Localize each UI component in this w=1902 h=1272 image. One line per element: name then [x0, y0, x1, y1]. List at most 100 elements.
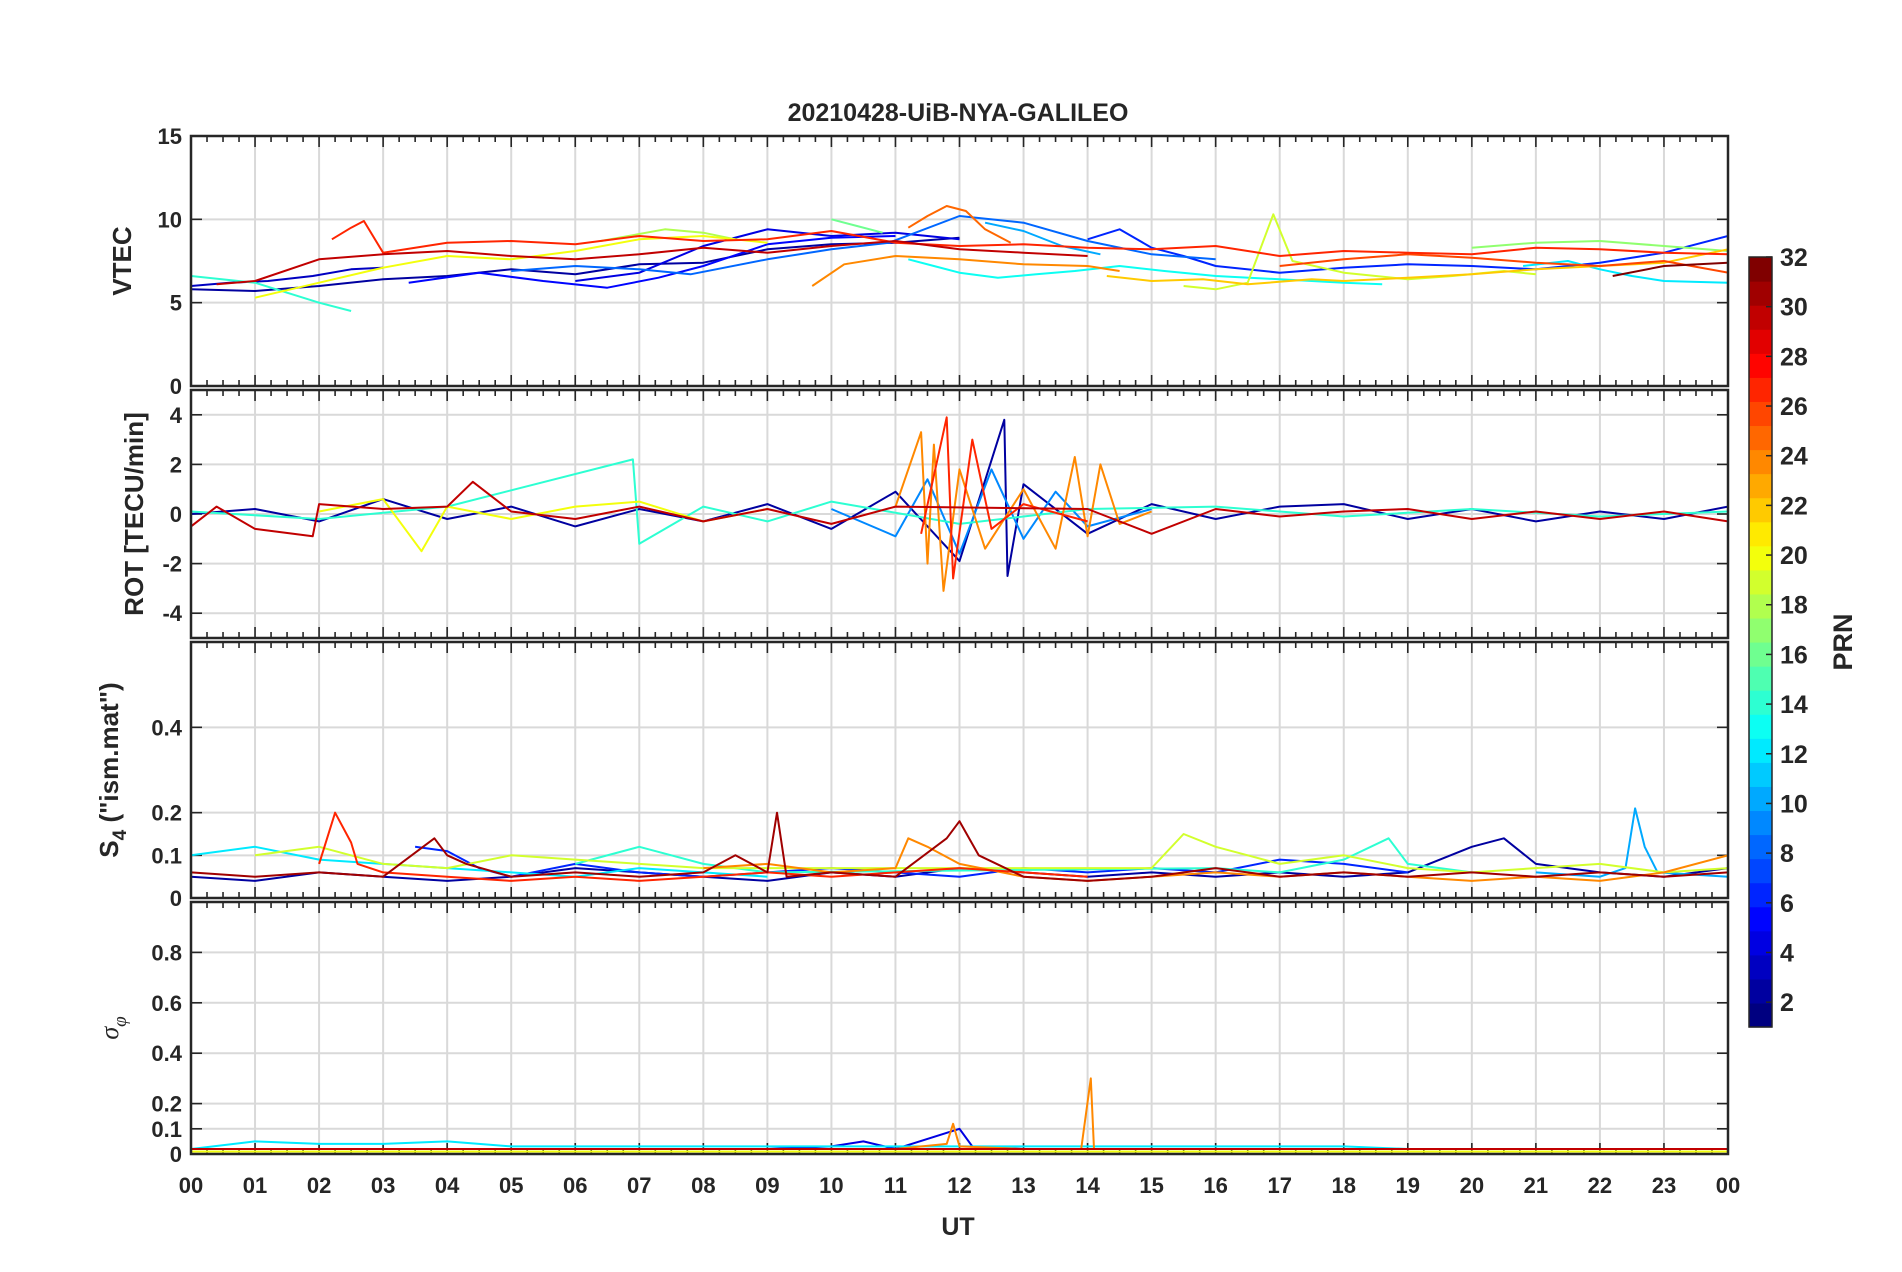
x-tick-label: 13: [1011, 1173, 1035, 1198]
colorbar-segment: [1749, 329, 1772, 354]
colorbar-segment: [1749, 473, 1772, 499]
x-tick-label: 06: [563, 1173, 587, 1198]
colorbar-tick-label: 10: [1780, 790, 1808, 818]
colorbar-segment: [1749, 666, 1772, 691]
y-axis-label-vtec: VTEC: [107, 226, 137, 296]
series-prn-12: [191, 1140, 1472, 1150]
series-prn-20: [254, 235, 768, 299]
y-tick-label: 15: [158, 124, 182, 149]
series-prn-18: [600, 228, 736, 242]
y-tick-label: 5: [170, 291, 182, 316]
series-prn-10: [984, 221, 1101, 256]
colorbar-segment: [1749, 449, 1772, 475]
colorbar-segment: [1749, 930, 1772, 956]
y-tick-label: 0: [170, 502, 182, 527]
y-tick-label: -4: [162, 601, 182, 626]
series-prn-20: [318, 498, 768, 553]
y-label-sub: 4: [110, 829, 131, 840]
y-tick-label: 0.8: [151, 940, 182, 965]
series-prn-6: [1087, 228, 1728, 274]
series-prn-31: [191, 811, 1728, 882]
grid-vtec: [191, 136, 1728, 386]
y-label-rest: ("ism.mat"): [94, 682, 124, 829]
y-tick-label: 4: [170, 403, 183, 428]
series-group-vtec: [191, 205, 1728, 312]
colorbar-segment: [1749, 377, 1772, 402]
x-tick-label: 11: [884, 1173, 907, 1198]
series-prn-9: [831, 468, 1152, 555]
colorbar-segment: [1749, 425, 1772, 451]
series-prn-12: [1522, 260, 1728, 284]
series-prn-24: [811, 255, 1120, 287]
colorbar-tick-label: 28: [1780, 343, 1808, 371]
axes-frame-rot: [189, 388, 1730, 640]
grid-s4: [191, 642, 1728, 898]
x-tick-label: 12: [947, 1173, 971, 1198]
colorbar-segment: [1749, 281, 1772, 306]
colorbar-tick-label: 16: [1780, 641, 1808, 669]
grid-sigma: [191, 902, 1728, 1154]
x-tick-label: 15: [1139, 1173, 1163, 1198]
y-tick-label: 0: [170, 374, 182, 399]
colorbar-tick-label: 22: [1780, 492, 1808, 520]
y-tick-label: 0: [170, 1142, 182, 1167]
colorbar-segment: [1749, 714, 1772, 739]
series-prn-25: [907, 205, 1012, 244]
colorbar-tick-label: 26: [1780, 393, 1808, 421]
colorbar-segment: [1749, 906, 1772, 932]
colorbar-tick-label: 6: [1780, 890, 1794, 918]
colorbar-segment: [1749, 690, 1772, 715]
series-prn-17: [1471, 240, 1728, 252]
y-tick-label: 10: [158, 207, 182, 232]
colorbar-segment: [1749, 569, 1772, 595]
series-prn-4: [575, 228, 960, 282]
colorbar-segment: [1749, 954, 1772, 980]
colorbar-frame: [1748, 256, 1773, 1028]
x-tick-label: 19: [1396, 1173, 1420, 1198]
colorbar-segment: [1749, 617, 1772, 643]
y-tick-label: 0: [170, 886, 182, 911]
colorbar-tick-label: 14: [1780, 691, 1808, 719]
y-tick-label: 0.1: [151, 843, 182, 868]
colorbar-segment: [1749, 257, 1772, 282]
colorbar-tick-label: 8: [1780, 840, 1794, 868]
series-prn-2: [191, 418, 1728, 577]
x-tick-label: 17: [1267, 1173, 1291, 1198]
y-label-main: σ: [95, 1026, 124, 1040]
y-tick-label: -2: [162, 552, 182, 577]
x-tick-label: 07: [627, 1173, 651, 1198]
colorbar-tick-label: 24: [1780, 443, 1808, 471]
x-tick-labels: 00 01 02 03 04 05 06 07 08 09 10 11 12 13 14 15 16 17 18 19…: [179, 1173, 1740, 1198]
panel-vtec: 0 5 10 15 VTEC: [107, 124, 1730, 399]
x-tick-label: 18: [1332, 1173, 1356, 1198]
series-group-rot: [191, 416, 1728, 592]
panel-rot: 4 2 0 -2 -4 ROT [TECU/min]: [119, 388, 1730, 640]
colorbar-segment: [1749, 593, 1772, 619]
series-prn-2: [191, 236, 960, 292]
colorbar-segment: [1749, 305, 1772, 330]
colorbar-segment: [1749, 521, 1772, 547]
y-label-main: S: [94, 840, 124, 857]
series-prn-26: [1279, 253, 1728, 274]
colorbar-tick-label: 18: [1780, 592, 1808, 620]
colorbar-tick-label: 12: [1780, 741, 1808, 769]
x-tick-label: 23: [1652, 1173, 1676, 1198]
y-axis-label-sigma: σφ: [95, 1016, 131, 1039]
series-prn-27: [331, 220, 1728, 257]
y-label-sub: φ: [110, 1016, 131, 1027]
series-prn-8: [511, 215, 1216, 276]
colorbar-segment: [1749, 497, 1772, 523]
axes-frame-sigma: [189, 900, 1730, 1156]
y-axis-label-rot: ROT [TECU/min]: [119, 412, 149, 616]
colorbar-tick-label: 32: [1780, 244, 1808, 272]
y-tick-label: 0.4: [151, 715, 182, 740]
series-group-sigma: [191, 1077, 1728, 1153]
x-tick-label: 08: [691, 1173, 715, 1198]
colorbar-segment: [1749, 858, 1772, 884]
colorbar-segment: [1749, 762, 1772, 787]
x-tick-label: 14: [1075, 1173, 1100, 1198]
colorbar-tick-label: 2: [1780, 989, 1794, 1017]
colorbar-segment: [1749, 978, 1772, 1004]
series-prn-5: [408, 235, 896, 289]
